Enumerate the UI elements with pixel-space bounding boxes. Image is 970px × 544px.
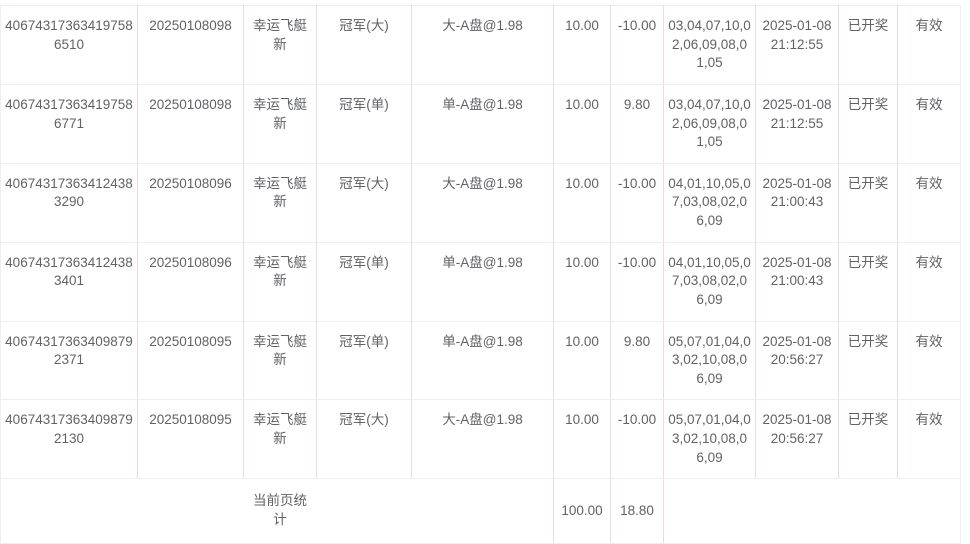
status-cell: 已开奖	[838, 321, 898, 401]
order-number-cell: 406743173634124383401	[0, 242, 138, 322]
summary-row: 当前页统计 100.00 18.80	[0, 478, 961, 544]
table-row[interactable]: 406743173634098792130 20250108095 幸运飞艇新 …	[0, 399, 961, 480]
bet-amount-cell: 10.00	[553, 399, 611, 480]
summary-spacer-issue	[137, 478, 244, 544]
validity-cell: 有效	[897, 321, 961, 401]
bet-content-cell: 大-A盘@1.98	[411, 399, 554, 480]
draw-numbers-cell: 03,04,07,10,02,06,09,08,01,05	[663, 5, 756, 85]
summary-spacer-time	[755, 478, 839, 544]
validity-cell: 有效	[897, 242, 961, 322]
summary-label: 当前页统计	[243, 478, 317, 544]
order-number-cell: 406743173634124383290	[0, 163, 138, 243]
summary-spacer-numbers	[663, 478, 756, 544]
draw-numbers-cell: 05,07,01,04,03,02,10,08,06,09	[663, 399, 756, 480]
play-type-cell: 冠军(单)	[316, 84, 412, 164]
draw-numbers-cell: 03,04,07,10,02,06,09,08,01,05	[663, 84, 756, 164]
summary-spacer-play	[316, 478, 412, 544]
profit-cell: -10.00	[610, 399, 664, 480]
table-body: 406743173634197586510 20250108098 幸运飞艇新 …	[0, 5, 961, 544]
bet-time-cell: 2025-01-08 21:00:43	[755, 242, 839, 322]
play-type-cell: 冠军(大)	[316, 5, 412, 85]
table-row[interactable]: 406743173634197586510 20250108098 幸运飞艇新 …	[0, 5, 961, 85]
validity-cell: 有效	[897, 163, 961, 243]
table-row[interactable]: 406743173634124383401 20250108096 幸运飞艇新 …	[0, 242, 961, 322]
summary-spacer-order	[0, 478, 138, 544]
summary-spacer-status	[838, 478, 898, 544]
status-cell: 已开奖	[838, 399, 898, 480]
profit-cell: -10.00	[610, 163, 664, 243]
bet-time-cell: 2025-01-08 20:56:27	[755, 321, 839, 401]
bet-content-cell: 大-A盘@1.98	[411, 163, 554, 243]
game-name-cell: 幸运飞艇新	[243, 242, 317, 322]
profit-cell: -10.00	[610, 5, 664, 85]
bet-amount-cell: 10.00	[553, 5, 611, 85]
issue-number-cell: 20250108095	[137, 321, 244, 401]
table-row[interactable]: 406743173634197586771 20250108098 幸运飞艇新 …	[0, 84, 961, 164]
summary-amount-total: 100.00	[553, 478, 611, 544]
summary-profit-total: 18.80	[610, 478, 664, 544]
order-number-cell: 406743173634197586510	[0, 5, 138, 85]
status-cell: 已开奖	[838, 84, 898, 164]
profit-cell: 9.80	[610, 84, 664, 164]
bet-content-cell: 单-A盘@1.98	[411, 242, 554, 322]
validity-cell: 有效	[897, 84, 961, 164]
game-name-cell: 幸运飞艇新	[243, 163, 317, 243]
status-cell: 已开奖	[838, 5, 898, 85]
bet-content-cell: 单-A盘@1.98	[411, 84, 554, 164]
issue-number-cell: 20250108098	[137, 84, 244, 164]
bet-amount-cell: 10.00	[553, 84, 611, 164]
draw-numbers-cell: 04,01,10,05,07,03,08,02,06,09	[663, 163, 756, 243]
profit-cell: -10.00	[610, 242, 664, 322]
issue-number-cell: 20250108098	[137, 5, 244, 85]
order-number-cell: 406743173634197586771	[0, 84, 138, 164]
bet-time-cell: 2025-01-08 21:00:43	[755, 163, 839, 243]
status-cell: 已开奖	[838, 242, 898, 322]
table-row[interactable]: 406743173634124383290 20250108096 幸运飞艇新 …	[0, 163, 961, 243]
bet-amount-cell: 10.00	[553, 163, 611, 243]
play-type-cell: 冠军(大)	[316, 163, 412, 243]
validity-cell: 有效	[897, 5, 961, 85]
validity-cell: 有效	[897, 399, 961, 480]
issue-number-cell: 20250108095	[137, 399, 244, 480]
summary-spacer-content	[411, 478, 554, 544]
bet-time-cell: 2025-01-08 21:12:55	[755, 84, 839, 164]
play-type-cell: 冠军(单)	[316, 242, 412, 322]
game-name-cell: 幸运飞艇新	[243, 321, 317, 401]
game-name-cell: 幸运飞艇新	[243, 399, 317, 480]
profit-cell: 9.80	[610, 321, 664, 401]
bet-amount-cell: 10.00	[553, 321, 611, 401]
game-name-cell: 幸运飞艇新	[243, 5, 317, 85]
draw-numbers-cell: 05,07,01,04,03,02,10,08,06,09	[663, 321, 756, 401]
issue-number-cell: 20250108096	[137, 242, 244, 322]
bet-time-cell: 2025-01-08 21:12:55	[755, 5, 839, 85]
play-type-cell: 冠军(单)	[316, 321, 412, 401]
order-number-cell: 406743173634098792130	[0, 399, 138, 480]
play-type-cell: 冠军(大)	[316, 399, 412, 480]
draw-numbers-cell: 04,01,10,05,07,03,08,02,06,09	[663, 242, 756, 322]
summary-spacer-valid	[897, 478, 961, 544]
bet-time-cell: 2025-01-08 20:56:27	[755, 399, 839, 480]
bet-content-cell: 单-A盘@1.98	[411, 321, 554, 401]
status-cell: 已开奖	[838, 163, 898, 243]
order-number-cell: 406743173634098792371	[0, 321, 138, 401]
game-name-cell: 幸运飞艇新	[243, 84, 317, 164]
bet-records-table: 406743173634197586510 20250108098 幸运飞艇新 …	[0, 5, 961, 544]
table-row[interactable]: 406743173634098792371 20250108095 幸运飞艇新 …	[0, 321, 961, 401]
bet-content-cell: 大-A盘@1.98	[411, 5, 554, 85]
issue-number-cell: 20250108096	[137, 163, 244, 243]
bet-amount-cell: 10.00	[553, 242, 611, 322]
